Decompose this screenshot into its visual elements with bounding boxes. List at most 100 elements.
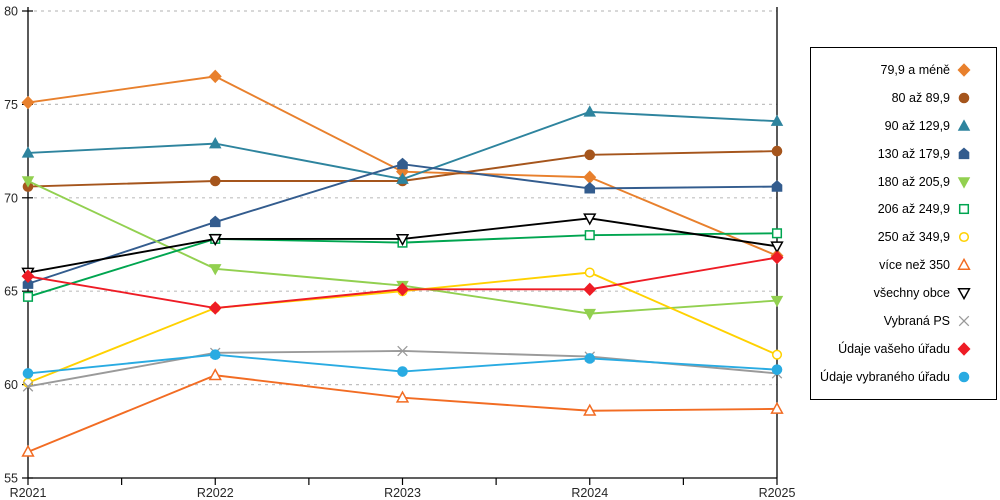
series-marker [957, 342, 971, 356]
series-marker [957, 63, 971, 77]
series-marker [584, 149, 596, 161]
legend-item: 206 až 249,9 [811, 201, 996, 217]
series-marker [397, 157, 408, 170]
diamond-legend-marker-icon [957, 63, 971, 77]
y-tick-label: 70 [4, 191, 18, 205]
series-marker [208, 233, 222, 247]
y-tick-label: 60 [4, 378, 18, 392]
series-marker [958, 371, 970, 383]
legend-item: 90 až 129,9 [811, 118, 996, 134]
circle-legend-marker-icon [958, 92, 970, 104]
legend-item: 130 až 179,9 [811, 146, 996, 162]
series-marker [208, 69, 222, 84]
legend-item: všechny obce [811, 285, 996, 301]
series-marker [21, 269, 35, 283]
series-marker [209, 215, 221, 228]
series-marker [21, 444, 35, 457]
series-marker [770, 250, 784, 265]
legend-item: více než 350 [811, 257, 996, 273]
series-marker [22, 291, 34, 302]
y-tick-label: 55 [4, 472, 18, 486]
series-marker [209, 175, 221, 187]
legend-label: 79,9 a méně [880, 62, 951, 77]
x-legend-marker-icon [958, 315, 970, 327]
legend-label: více než 350 [879, 258, 950, 273]
series-Údaje vybraného úřadu [22, 349, 783, 379]
x-tick-label: R2021 [10, 486, 47, 500]
series-marker [584, 353, 596, 364]
series-marker [584, 181, 596, 194]
legend-label: Vybraná PS [883, 314, 950, 329]
circle-legend-marker-icon [958, 371, 970, 383]
x-tick-label: R2022 [197, 486, 234, 500]
series-marker [583, 403, 597, 416]
series-marker [583, 213, 597, 226]
legend-label: 90 až 129,9 [884, 118, 950, 133]
legend-item: 80 až 89,9 [811, 90, 996, 106]
legend-label: Údaje vašeho úřadu [838, 342, 950, 357]
series-marker [208, 368, 222, 381]
series-marker [583, 282, 597, 297]
series-marker [957, 258, 971, 271]
series-90 až 129,9 [21, 105, 784, 184]
triangle-down-legend-marker-icon [957, 176, 971, 189]
legend-label: 130 až 179,9 [877, 146, 950, 161]
series-marker [958, 204, 970, 215]
series-více než 350 [21, 368, 784, 457]
series-marker [21, 146, 35, 158]
series-marker [583, 170, 597, 184]
legend-item: 250 až 349,9 [811, 229, 996, 245]
series-marker [771, 180, 783, 192]
x-tick-label: R2024 [571, 486, 608, 500]
x-tick-label: R2023 [384, 486, 421, 500]
legend-label: 250 až 349,9 [877, 230, 950, 245]
series-marker [957, 288, 971, 301]
series-marker [584, 267, 595, 278]
series-marker [22, 368, 34, 379]
series-marker [396, 282, 409, 297]
triangle-down-legend-marker-icon [957, 288, 971, 301]
series-marker [958, 147, 970, 159]
legend-item: Vybraná PS [811, 313, 996, 329]
series-marker [209, 136, 222, 149]
series-Údaje vašeho úřadu [21, 250, 784, 315]
series-marker [22, 381, 34, 392]
series-marker [584, 230, 595, 241]
series-marker [209, 349, 221, 361]
series-marker [22, 277, 34, 289]
legend-item: 79,9 a méně [811, 62, 996, 78]
legend-item: Údaje vybraného úřadu [811, 369, 996, 385]
x-tick-label: R2025 [759, 486, 796, 500]
legend-label: Údaje vybraného úřadu [820, 369, 950, 384]
series-marker [957, 176, 971, 189]
series-marker [770, 241, 784, 254]
series-130 až 179,9 [22, 157, 783, 289]
legend-item: Údaje vašeho úřadu [811, 341, 996, 357]
series-marker [396, 172, 409, 184]
pentagon-legend-marker-icon [958, 147, 970, 159]
y-tick-label: 75 [4, 98, 18, 112]
legend-label: 206 až 249,9 [877, 202, 950, 217]
triangle-up-legend-marker-icon [957, 119, 971, 131]
series-marker [957, 119, 971, 131]
series-všechny obce [21, 213, 784, 280]
series-marker [771, 364, 783, 375]
series-marker [958, 315, 970, 327]
series-marker [771, 145, 783, 157]
series-marker [771, 228, 783, 239]
chart-legend: 79,9 a méně 80 až 89,9 90 až 129,9 130 až 1… [810, 47, 997, 400]
series-line [27, 374, 778, 453]
series-marker [21, 95, 35, 110]
y-tick-label: 80 [4, 5, 18, 19]
series-marker [208, 301, 222, 315]
series-marker [770, 295, 784, 308]
legend-label: 180 až 205,9 [877, 174, 950, 189]
series-marker [958, 232, 970, 243]
diamond-legend-marker-icon [957, 342, 971, 356]
series-marker [583, 105, 596, 117]
series-marker [395, 233, 410, 247]
series-marker [771, 349, 783, 360]
series-marker [958, 92, 970, 104]
series-marker [395, 390, 410, 403]
